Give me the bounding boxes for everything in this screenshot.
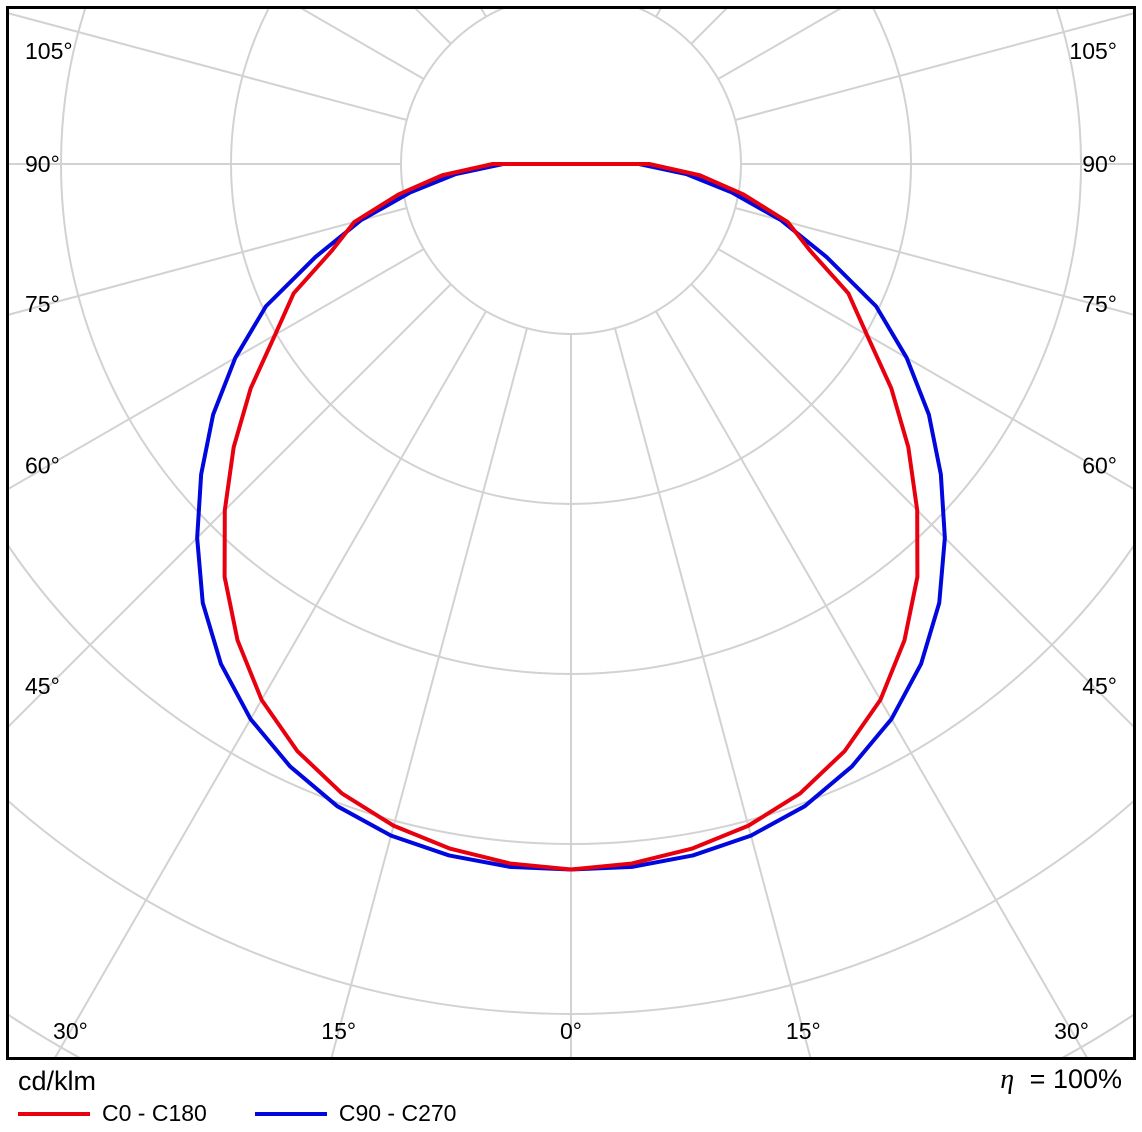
angle-tick-label: 105° [25, 38, 73, 64]
angle-tick-label: 45° [25, 673, 60, 699]
grid-spoke [414, 9, 452, 45]
angle-tick-label: 60° [25, 452, 60, 478]
eta-symbol: η [1000, 1064, 1015, 1095]
grid-spoke [655, 9, 662, 18]
angle-tick-label: 90° [1082, 151, 1117, 177]
grid-spoke [54, 310, 487, 1057]
grid-spoke [9, 12, 408, 121]
angle-tick-label: 30° [53, 1018, 88, 1044]
grid-spoke [690, 9, 728, 45]
grid-spoke [734, 12, 1133, 121]
grid-spoke [9, 283, 452, 728]
grid-spoke [614, 327, 812, 1057]
efficiency-value: = 100% [1029, 1064, 1122, 1094]
grid-spoke [717, 248, 1133, 490]
legend-label-c0-c180: C0 - C180 [102, 1100, 207, 1126]
grid-spoke [9, 207, 408, 316]
grid-spoke [690, 283, 1133, 728]
legend-label-c90-c270: C90 - C270 [338, 1100, 457, 1126]
legend-swatch-c0-c180 [18, 1111, 90, 1116]
angle-tick-label: 0° [560, 1018, 582, 1044]
angle-tick-label: 75° [25, 291, 60, 317]
polar-chart-svg: 0° 15° 15° 30° 30° 45° 45° 60° 60° 75° 75° 90° 90° 10… [9, 9, 1133, 1057]
grid-spoke [480, 9, 487, 18]
angle-tick-label: 15° [786, 1018, 821, 1044]
grid-spoke [655, 310, 1088, 1057]
grid-spoke [9, 248, 425, 490]
curve-c0-c180 [222, 162, 920, 872]
angle-tick-label: 75° [1082, 291, 1117, 317]
legend-swatch-c90-c270 [254, 1111, 327, 1116]
grid-spoke [330, 327, 528, 1057]
legend: C0 - C180 C90 - C270 [18, 1100, 456, 1127]
grid-spoke [734, 207, 1133, 316]
unit-label: cd/klm [18, 1066, 97, 1096]
angle-tick-label: 105° [1069, 38, 1117, 64]
angle-tick-label: 15° [321, 1018, 356, 1044]
polar-plot-area: 0° 15° 15° 30° 30° 45° 45° 60° 60° 75° 75° 90° 90° 10… [6, 6, 1136, 1060]
angle-tick-label: 30° [1054, 1018, 1089, 1044]
angle-tick-label: 45° [1082, 673, 1117, 699]
angle-tick-label: 90° [25, 151, 60, 177]
efficiency-label: η = 100% [1000, 1064, 1122, 1096]
angle-tick-label: 60° [1082, 452, 1117, 478]
